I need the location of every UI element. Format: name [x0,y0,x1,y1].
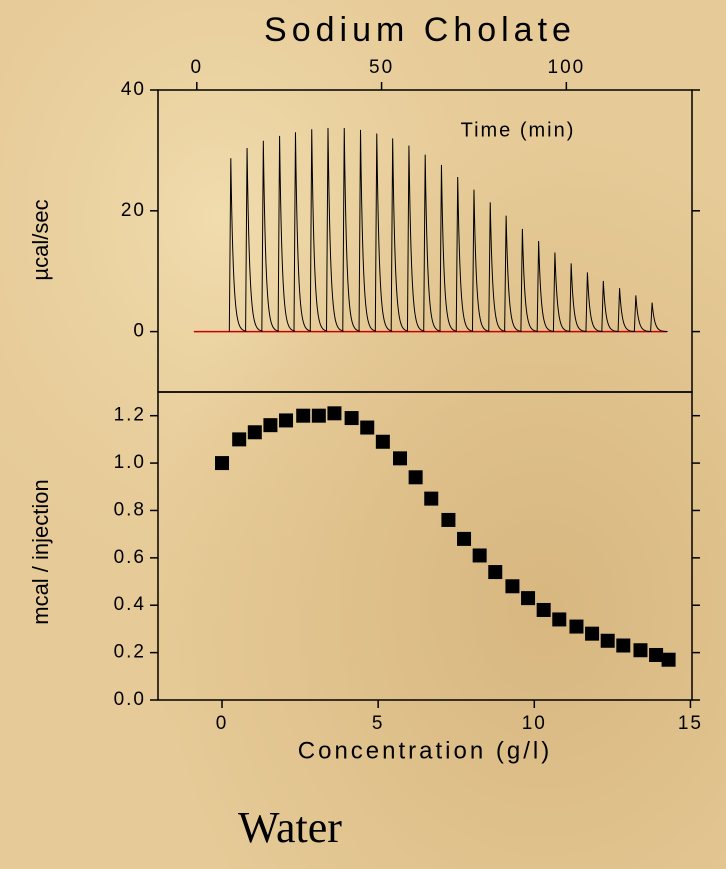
peak [406,145,425,332]
peak [293,132,312,332]
x-tick-label: 100 [548,57,586,78]
peak [650,302,668,333]
peak [536,240,555,332]
peak [326,128,344,332]
peak [245,147,263,332]
y-tick-label: 0.0 [114,689,146,710]
point [600,633,615,648]
x-tick-label: 10 [522,713,547,734]
y-tick-label: 1.0 [114,452,146,473]
peak [504,215,522,332]
annotation: Water [238,803,342,852]
peak [358,129,377,332]
peak [261,140,279,332]
x-tick-label: 0 [216,713,229,734]
point [536,602,551,617]
x-tick-label: 5 [372,713,385,734]
point [505,579,520,594]
peak [390,138,409,332]
peak [552,252,571,332]
y-tick-label: 20 [121,200,146,221]
peak [455,176,474,332]
point [472,548,487,563]
y-axis-label: µcal/sec [28,199,53,280]
x-axis-label: Concentration (g/l) [298,737,552,764]
point [327,406,342,421]
point [393,451,408,466]
peak [585,272,603,332]
point [360,420,375,435]
y-tick-label: 0.6 [114,547,146,568]
peak [569,263,587,332]
point [215,456,230,471]
point [616,638,631,653]
point [344,411,359,426]
peak [342,128,360,332]
chart-title: Sodium Cholate [264,11,576,49]
y-tick-label: 0 [133,321,146,342]
y-axis-label: mcal / injection [28,479,53,625]
point [552,612,567,627]
x-tick-label: 15 [678,713,703,734]
point [585,626,600,641]
y-tick-label: 40 [121,79,146,100]
point [424,491,439,506]
peak [520,228,538,332]
peak [228,158,247,332]
point [311,408,326,423]
point [441,512,456,527]
peak [601,280,619,332]
point [488,565,503,580]
point [408,470,423,485]
bottom-frame [157,391,693,701]
point [633,643,648,658]
peak [277,135,296,332]
peak [617,288,636,332]
point [569,619,584,634]
point [232,432,247,447]
peak [374,133,393,332]
point [521,591,536,606]
point [649,647,664,662]
point [661,652,676,667]
peak [309,129,328,332]
x-tick-label: 50 [369,57,394,78]
x-tick-label: 0 [191,57,204,78]
peak [633,295,652,333]
y-tick-label: 0.2 [114,642,146,663]
peak [488,202,506,332]
peak [471,189,490,332]
point [247,425,262,440]
point [279,413,294,428]
point [296,408,311,423]
peak [439,164,458,332]
point [375,434,390,449]
y-tick-label: 0.8 [114,499,146,520]
peak [423,154,441,332]
point [457,531,472,546]
y-tick-label: 1.2 [114,405,146,426]
point [263,418,278,433]
y-tick-label: 0.4 [114,594,146,615]
x-axis-label: Time (min) [461,119,576,141]
